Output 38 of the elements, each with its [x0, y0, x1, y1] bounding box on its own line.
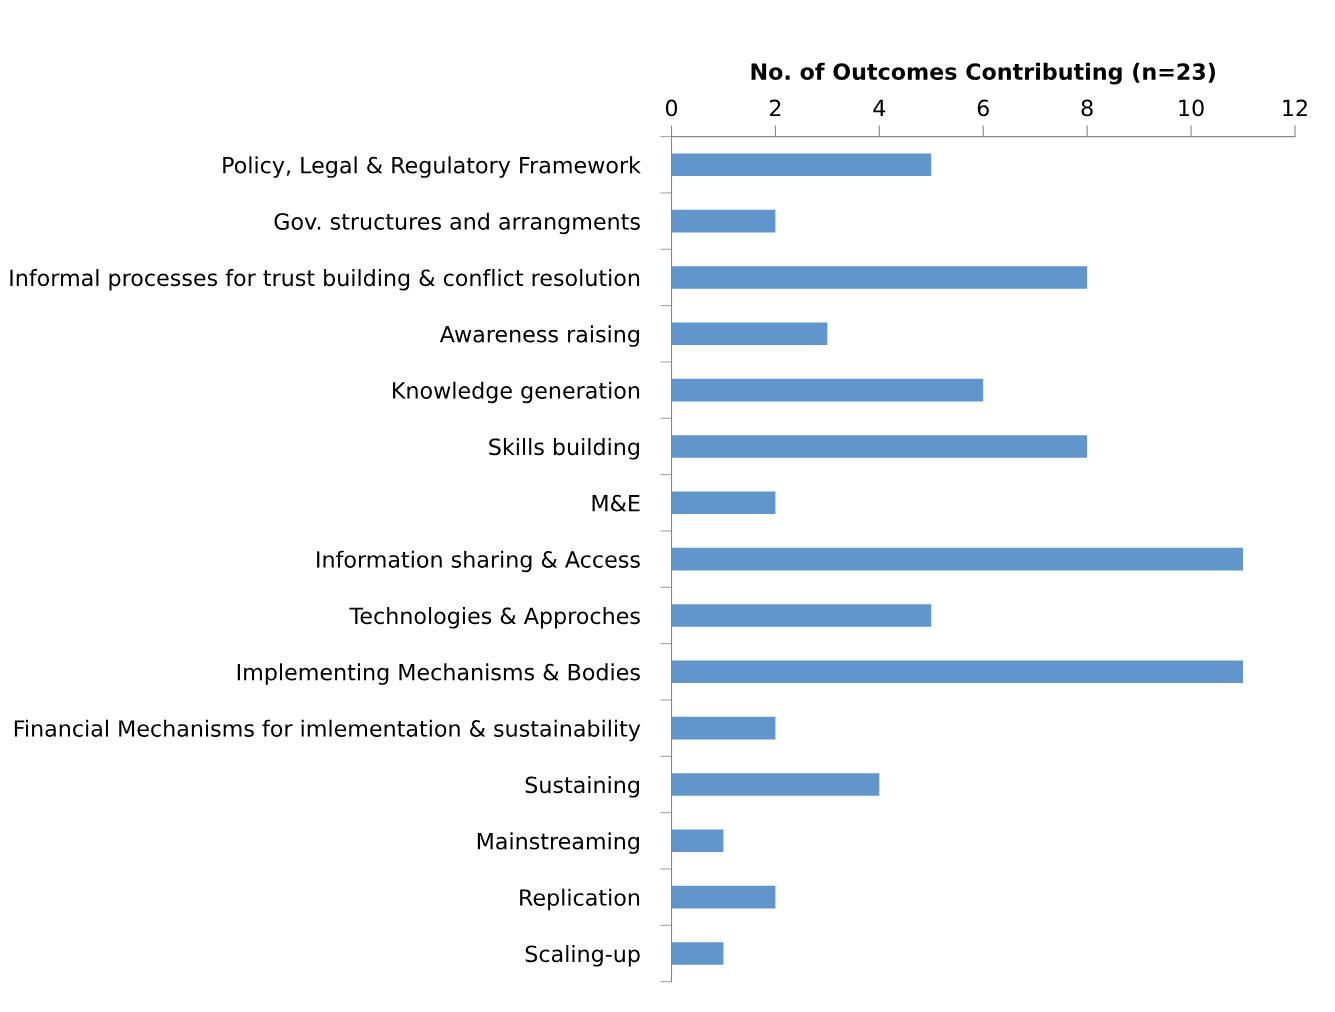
x-tick-label: 8 [1081, 99, 1093, 117]
y-tick-label: Scaling-up [525, 945, 640, 967]
bar [671, 209, 776, 233]
bar [671, 322, 828, 346]
bar [671, 435, 1088, 458]
y-tick-label: Information sharing & Access [317, 550, 640, 573]
y-tick-label: Informal processes for trust building & conflict resolution [10, 269, 640, 291]
y-tick-label: Skills building [489, 438, 639, 460]
x-tick-label: 4 [873, 99, 886, 117]
y-tick-label: M&E [592, 494, 640, 512]
bar [671, 942, 724, 965]
y-tick-label: Technologies & Approches [349, 607, 640, 629]
y-tick-label: Gov. structures and arrangments [274, 212, 640, 235]
y-tick-label: Knowledge generation [393, 381, 640, 404]
bar [671, 153, 932, 177]
bar [671, 604, 932, 627]
bar [671, 378, 984, 402]
y-tick-label: Replication [520, 888, 640, 911]
bar [671, 716, 776, 740]
bar [671, 773, 880, 796]
bar [671, 547, 1243, 571]
bar [671, 266, 1088, 289]
x-tick-label: 10 [1179, 99, 1204, 117]
bar [671, 885, 776, 909]
x-tick-label: 0 [665, 99, 678, 117]
y-tick-label: Policy, Legal & Regulatory Framework [223, 156, 641, 178]
x-tick-label: 12 [1283, 99, 1307, 117]
y-tick-label: Mainstreaming [477, 832, 639, 854]
y-tick-label: Financial Mechanisms for imlementation & sustainability [14, 719, 641, 742]
bar [671, 660, 1243, 684]
y-tick-label: Implementing Mechanisms & Bodies [237, 663, 640, 685]
bar [671, 491, 776, 515]
x-axis-title: No. of Outcomes Contributing (n=23) [751, 62, 1216, 85]
bar [671, 829, 724, 853]
x-tick-label: 2 [769, 99, 781, 117]
y-tick-label: Sustaining [525, 776, 639, 798]
x-tick-label: 6 [977, 99, 989, 117]
y-tick-label: Awareness raising [439, 325, 639, 347]
